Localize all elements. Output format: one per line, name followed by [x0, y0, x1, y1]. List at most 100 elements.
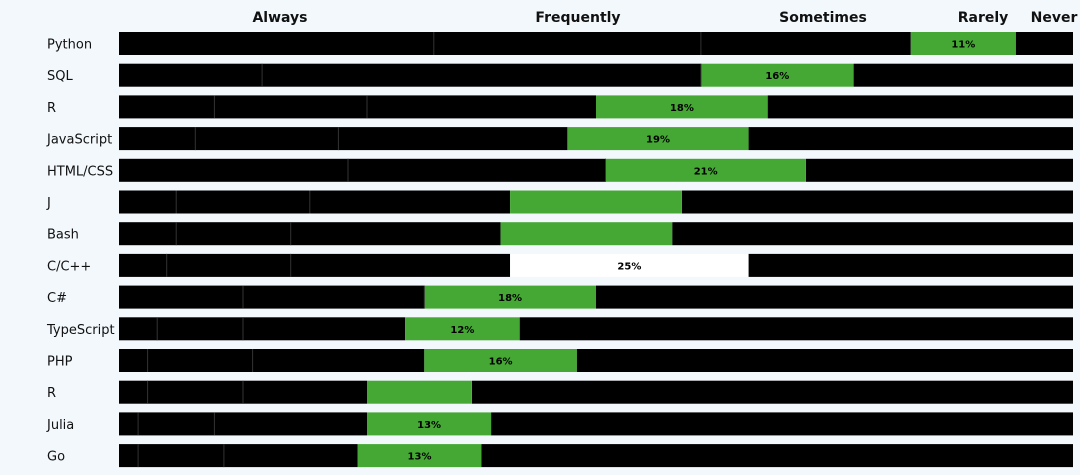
bar-segment-rarely	[367, 380, 472, 404]
value-label: 18%	[670, 103, 694, 114]
value-labels: 11% 16% 18% 19% 21% 25% 18% 12% 16% 13% 13%	[408, 40, 976, 463]
bar-segment-rarely	[567, 127, 749, 151]
category-labels: Python SQL R JavaScript HTML/CSS J Bash C/C++ C#…	[46, 38, 115, 465]
category-label: R	[47, 101, 56, 116]
bar-segment-always	[119, 285, 243, 309]
bar-segment-never	[519, 317, 1073, 341]
bar-segment-sometimes	[290, 222, 501, 246]
bar-segment-never	[805, 158, 1073, 182]
bar-segment-frequently	[176, 190, 310, 214]
value-label: 19%	[646, 135, 670, 146]
bar-segment-rarely	[367, 412, 491, 436]
bar-segment-never	[596, 285, 1073, 309]
bar-segment-never	[481, 444, 1073, 468]
bar-segment-sometimes	[338, 127, 568, 151]
bar-segment-never	[491, 412, 1074, 436]
bar-segment-frequently	[262, 63, 701, 87]
segment-dividers	[137, 32, 702, 468]
category-label: C#	[47, 291, 67, 306]
bar-segment-never	[767, 95, 1073, 119]
bar-segment-always	[119, 95, 215, 119]
bar-segment-frequently	[138, 412, 215, 436]
category-label: Bash	[47, 228, 79, 243]
category-label: PHP	[47, 355, 73, 370]
bar-segment-never	[681, 190, 1073, 214]
bar-segment-frequently	[138, 444, 224, 468]
bar-segment-never	[672, 222, 1073, 246]
bar-segment-never	[1015, 32, 1073, 55]
bar-segment-never	[576, 349, 1073, 372]
category-label: SQL	[47, 69, 73, 84]
bar-segment-always	[119, 158, 348, 182]
bar-segment-frequently	[147, 380, 243, 404]
bars-group	[119, 32, 1074, 468]
value-label: 12%	[450, 325, 474, 336]
bar-segment-frequently	[214, 95, 367, 119]
bar-segment-frequently	[348, 158, 606, 182]
bar-segment-frequently	[166, 253, 291, 277]
value-label: 13%	[408, 452, 432, 463]
bar-segment-rarely	[700, 63, 854, 87]
bar-segment-rarely	[605, 158, 806, 182]
bar-segment-sometimes	[290, 253, 511, 277]
value-label: 13%	[417, 420, 441, 431]
bar-segment-always	[119, 349, 148, 372]
bar-segment-always	[119, 190, 177, 214]
header-sometimes: Sometimes	[779, 10, 867, 26]
header-rarely: Rarely	[958, 10, 1009, 26]
bar-segment-rarely	[424, 285, 596, 309]
value-label: 11%	[951, 40, 975, 51]
bar-segment-rarely	[424, 349, 577, 372]
bar-segment-sometimes	[252, 349, 425, 372]
value-label: 21%	[694, 166, 718, 177]
category-label: Python	[47, 38, 92, 53]
header-frequently: Frequently	[535, 10, 620, 26]
bar-segment-frequently	[195, 127, 339, 151]
header-always: Always	[252, 10, 307, 26]
bar-segment-always	[119, 444, 139, 468]
bar-segment-sometimes	[243, 380, 367, 404]
value-label: 16%	[765, 71, 789, 82]
bar-segment-rarely	[510, 253, 749, 277]
bar-segment-always	[119, 127, 196, 151]
bar-segment-sometimes	[367, 95, 596, 119]
bar-segment-always	[119, 222, 177, 246]
category-label: TypeScript	[46, 323, 115, 338]
bar-segment-rarely	[357, 444, 482, 468]
bar-segment-sometimes	[223, 444, 358, 468]
bar-segment-frequently	[157, 317, 244, 341]
bar-segment-rarely	[510, 190, 682, 214]
bar-segment-sometimes	[214, 412, 367, 436]
bar-segment-sometimes	[700, 32, 911, 55]
bar-segment-always	[119, 412, 139, 436]
bar-segment-always	[119, 317, 158, 341]
bar-segment-sometimes	[309, 190, 511, 214]
value-label: 18%	[498, 293, 522, 304]
value-label: 25%	[617, 261, 641, 272]
bar-segment-rarely	[910, 32, 1016, 55]
bar-segment-never	[748, 253, 1073, 277]
bar-segment-frequently	[243, 285, 425, 309]
value-label: 16%	[489, 357, 513, 368]
bar-segment-never	[748, 127, 1073, 151]
bar-segment-always	[119, 63, 263, 87]
bar-segment-rarely	[596, 95, 768, 119]
column-headers: Always Frequently Sometimes Rarely Never	[252, 10, 1077, 26]
category-label: C/C++	[47, 259, 91, 274]
bar-segment-always	[119, 32, 434, 55]
category-label: R	[47, 386, 56, 401]
header-never: Never	[1031, 10, 1078, 26]
bar-segment-frequently	[433, 32, 701, 55]
bar-segment-sometimes	[243, 317, 406, 341]
bar-segment-always	[119, 380, 148, 404]
bar-segment-rarely	[500, 222, 673, 246]
category-label: Go	[47, 450, 65, 465]
category-label: Julia	[46, 418, 74, 433]
category-label: J	[46, 196, 51, 211]
category-label: HTML/CSS	[47, 164, 113, 179]
bar-segment-never	[472, 380, 1073, 404]
bar-segment-frequently	[176, 222, 291, 246]
bar-segment-frequently	[147, 349, 253, 372]
